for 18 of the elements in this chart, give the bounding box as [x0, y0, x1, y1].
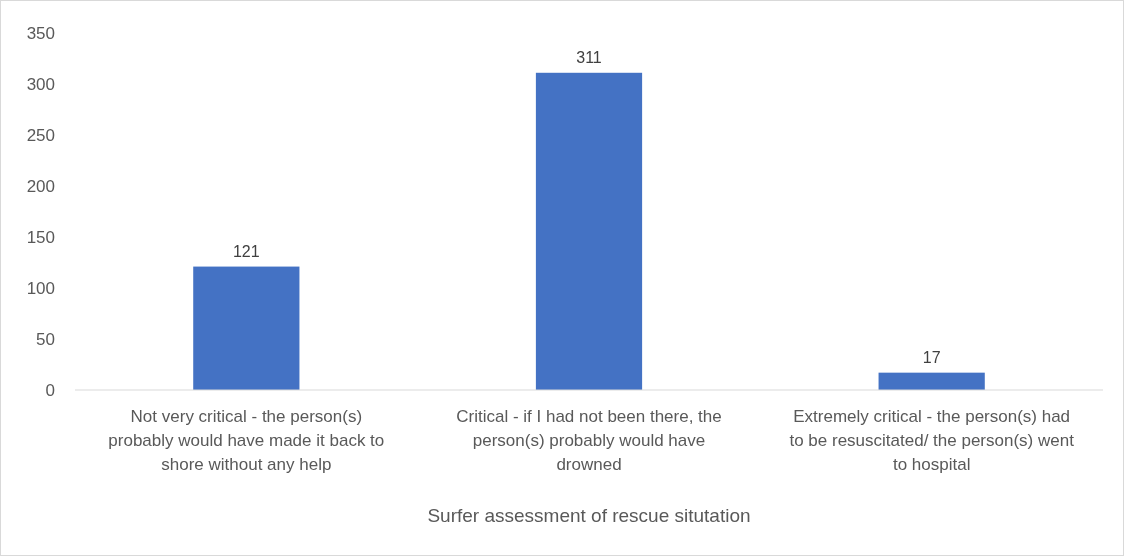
x-axis-title: Surfer assessment of rescue situtation — [427, 505, 751, 526]
x-tick-label: Not very critical - the person(s) probably would have made it back to shore without any help — [108, 407, 385, 474]
x-tick-label: Critical - if I had not been there, the person(s) probably would have drowned — [456, 407, 722, 474]
data-label: 311 — [576, 48, 602, 66]
data-label: 121 — [232, 242, 260, 260]
y-tick-label: 150 — [26, 227, 55, 247]
bar — [535, 72, 643, 390]
x-tick-label: Extremely critical - the person(s) had to be resuscitated/ the person(s) went to hospital — [789, 407, 1075, 474]
bar — [878, 372, 985, 390]
y-tick-label: 300 — [26, 74, 55, 94]
data-label: 17 — [922, 348, 941, 366]
y-tick-label: 200 — [26, 176, 55, 196]
y-tick-label: 250 — [26, 125, 55, 145]
y-tick-label: 100 — [26, 278, 55, 298]
y-tick-label: 350 — [26, 23, 55, 43]
bar — [193, 266, 300, 390]
y-tick-label: 50 — [36, 329, 55, 349]
y-tick-label: 0 — [45, 380, 55, 400]
